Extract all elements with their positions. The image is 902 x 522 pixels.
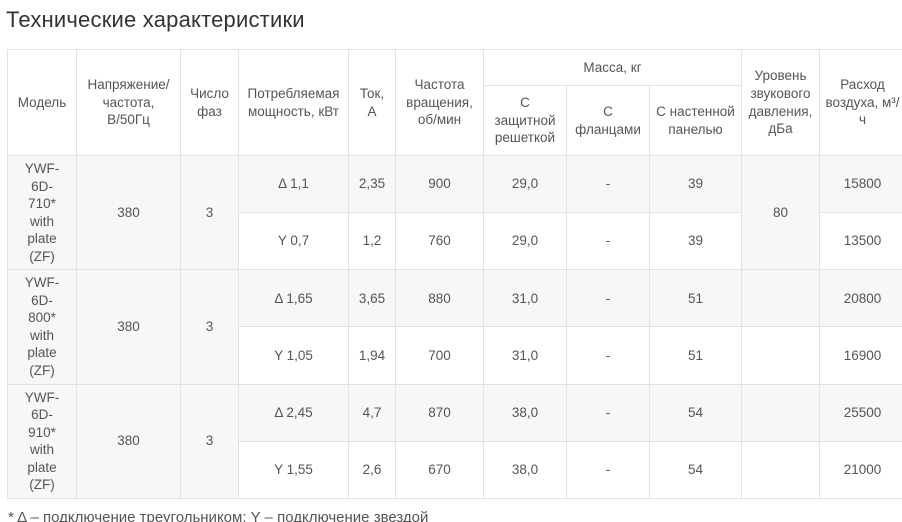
mass-panel-cell: 51 [648,326,743,385]
col-header-mass-flange: С фланцами [566,85,650,156]
power-cell: Y 1,55 [238,440,349,499]
col-header-model: Модель [7,49,77,156]
mass-panel-cell: 54 [648,383,743,442]
mass-flange-cell: - [566,212,650,271]
noise-cell: 80 [741,154,821,271]
col-header-speed: Частота вращения, об/мин [395,49,484,156]
table-row: Y 0,7 1,2 760 29,0 - 39 13500 [8,212,902,271]
col-header-airflow: Расход воздуха, м³/ч [819,49,902,156]
speed-cell: 870 [395,383,484,442]
phases-cell: 3 [180,383,239,499]
mass-flange-cell: - [566,440,650,499]
current-cell: 4,7 [348,383,396,442]
airflow-cell: 16900 [819,326,902,385]
speed-cell: 880 [395,269,484,328]
power-cell: Δ 1,65 [238,269,349,328]
mass-flange-cell: - [566,326,650,385]
voltage-cell: 380 [76,154,181,271]
power-cell: Y 1,05 [238,326,349,385]
power-cell: Δ 2,45 [238,383,349,442]
phases-cell: 3 [180,154,239,271]
page-title: Технические характеристики [6,7,305,32]
noise-cell [741,269,821,328]
current-cell: 1,2 [348,212,396,271]
table-row: Y 1,55 2,6 670 38,0 - 54 21000 [8,440,902,499]
current-cell: 2,6 [348,440,396,499]
col-header-phases: Число фаз [180,49,239,156]
col-header-current: Ток, А [348,49,396,156]
footnote: * Δ – подключение треугольником; Y – под… [8,508,429,522]
mass-grid-cell: 38,0 [483,440,567,499]
mass-panel-cell: 39 [648,154,743,214]
speed-cell: 760 [395,212,484,271]
airflow-cell: 20800 [819,269,902,328]
col-header-noise: Уровень звукового давления, дБа [741,49,821,156]
col-header-mass-panel: С настенной панелью [648,85,743,156]
table-header: Модель Напряжение/частота, В/50Гц Число … [7,49,902,156]
phases-cell: 3 [180,269,239,385]
header-row-sub: С защитной решеткой С фланцами С настенн… [8,85,902,156]
model-cell: YWF-6D-800* with plate (ZF) [7,269,77,385]
model-cell: YWF-6D-710* with plate (ZF) [7,154,77,271]
power-cell: Y 0,7 [238,212,349,271]
mass-grid-cell: 31,0 [483,269,567,328]
mass-grid-cell: 38,0 [483,383,567,442]
table-row: YWF-6D-800* with plate (ZF) 380 3 Δ 1,65… [7,269,902,385]
model-cell: YWF-6D-910* with plate (ZF) [7,383,77,499]
mass-panel-cell: 51 [648,269,743,328]
mass-grid-cell: 29,0 [483,154,567,214]
voltage-cell: 380 [76,383,181,499]
col-header-voltage: Напряжение/частота, В/50Гц [76,49,181,156]
specs-table-wrapper: Модель Напряжение/частота, В/50Гц Число … [7,49,902,499]
header-row-top: Модель Напряжение/частота, В/50Гц Число … [7,49,902,156]
mass-flange-cell: - [566,269,650,328]
col-header-mass-group: Масса, кг [482,49,743,86]
noise-cell [741,440,821,499]
mass-flange-cell: - [566,154,650,214]
table-row: YWF-6D-910* with plate (ZF) 380 3 Δ 2,45… [7,383,902,499]
speed-cell: 670 [395,440,484,499]
current-cell: 3,65 [348,269,396,328]
current-cell: 1,94 [348,326,396,385]
current-cell: 2,35 [348,154,396,214]
airflow-cell: 25500 [819,383,902,442]
mass-panel-cell: 39 [648,212,743,271]
speed-cell: 900 [395,154,484,214]
airflow-cell: 13500 [819,212,902,271]
table-body: YWF-6D-710* with plate (ZF) 380 3 Δ 1,1 … [7,154,902,499]
mass-flange-cell: - [566,383,650,442]
speed-cell: 700 [395,326,484,385]
col-header-power: Потребляемая мощность, кВт [238,49,349,156]
table-row: YWF-6D-710* with plate (ZF) 380 3 Δ 1,1 … [7,154,902,271]
mass-panel-cell: 54 [648,440,743,499]
col-header-mass-grid: С защитной решеткой [483,85,567,156]
power-cell: Δ 1,1 [238,154,349,214]
voltage-cell: 380 [76,269,181,385]
noise-cell [741,326,821,385]
mass-grid-cell: 29,0 [483,212,567,271]
airflow-cell: 21000 [819,440,902,499]
mass-grid-cell: 31,0 [483,326,567,385]
airflow-cell: 15800 [819,154,902,214]
specs-table: Модель Напряжение/частота, В/50Гц Число … [7,49,902,499]
noise-cell [741,383,821,442]
